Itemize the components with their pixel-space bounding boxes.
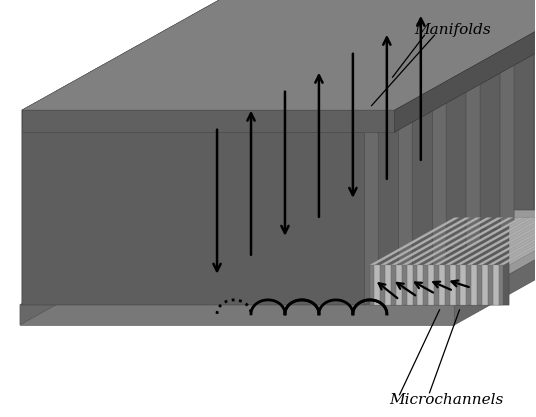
Polygon shape: [493, 265, 498, 305]
Polygon shape: [445, 265, 450, 305]
Polygon shape: [471, 265, 477, 305]
Polygon shape: [22, 110, 364, 305]
Polygon shape: [423, 218, 513, 265]
Polygon shape: [370, 265, 375, 305]
Polygon shape: [456, 218, 536, 265]
Polygon shape: [434, 218, 524, 265]
Polygon shape: [20, 305, 455, 325]
Polygon shape: [226, 0, 536, 191]
Text: Microchannels: Microchannels: [390, 393, 504, 407]
Polygon shape: [22, 0, 362, 305]
Polygon shape: [413, 218, 502, 265]
Polygon shape: [22, 110, 394, 132]
FancyArrowPatch shape: [417, 18, 425, 160]
FancyArrowPatch shape: [248, 113, 255, 255]
Polygon shape: [482, 265, 488, 305]
Polygon shape: [445, 218, 534, 265]
Polygon shape: [364, 103, 378, 305]
Polygon shape: [20, 96, 536, 305]
Polygon shape: [22, 0, 536, 110]
Polygon shape: [273, 0, 536, 164]
FancyArrowPatch shape: [451, 281, 469, 287]
Polygon shape: [205, 8, 536, 202]
Polygon shape: [192, 15, 534, 210]
Polygon shape: [22, 103, 378, 110]
Polygon shape: [439, 265, 445, 305]
Polygon shape: [20, 96, 393, 325]
Polygon shape: [498, 265, 503, 305]
Polygon shape: [455, 96, 536, 325]
Text: Manifolds: Manifolds: [414, 23, 492, 37]
Polygon shape: [370, 265, 509, 305]
Polygon shape: [402, 218, 492, 265]
Polygon shape: [466, 265, 471, 305]
Polygon shape: [456, 265, 460, 305]
Polygon shape: [240, 0, 536, 183]
Polygon shape: [364, 132, 509, 305]
FancyArrowPatch shape: [213, 130, 221, 271]
Polygon shape: [192, 8, 536, 15]
Polygon shape: [498, 218, 536, 265]
Polygon shape: [307, 0, 536, 146]
Polygon shape: [385, 265, 391, 305]
Polygon shape: [172, 27, 514, 221]
Polygon shape: [402, 265, 407, 305]
Polygon shape: [294, 0, 536, 153]
Polygon shape: [391, 265, 396, 305]
Polygon shape: [501, 27, 514, 229]
Polygon shape: [375, 265, 381, 305]
Polygon shape: [327, 0, 536, 134]
Polygon shape: [423, 265, 428, 305]
Polygon shape: [158, 34, 501, 229]
Polygon shape: [260, 0, 536, 172]
Polygon shape: [428, 265, 434, 305]
Polygon shape: [70, 83, 412, 278]
Polygon shape: [370, 218, 459, 265]
Polygon shape: [103, 65, 446, 259]
FancyArrowPatch shape: [415, 282, 433, 293]
Polygon shape: [450, 265, 456, 305]
FancyArrowPatch shape: [315, 75, 323, 217]
Polygon shape: [466, 218, 536, 265]
Polygon shape: [90, 72, 433, 267]
Polygon shape: [413, 265, 418, 305]
Polygon shape: [381, 218, 470, 265]
Polygon shape: [370, 218, 536, 265]
Polygon shape: [433, 65, 446, 267]
Polygon shape: [399, 83, 412, 286]
Polygon shape: [124, 45, 480, 53]
Polygon shape: [488, 218, 536, 265]
Polygon shape: [466, 45, 480, 248]
Polygon shape: [381, 265, 385, 305]
Polygon shape: [396, 265, 402, 305]
FancyArrowPatch shape: [433, 282, 451, 290]
FancyArrowPatch shape: [383, 38, 390, 179]
FancyArrowPatch shape: [281, 92, 288, 233]
Polygon shape: [124, 53, 466, 248]
Polygon shape: [534, 8, 536, 210]
Polygon shape: [394, 0, 536, 132]
FancyArrowPatch shape: [378, 283, 397, 298]
Polygon shape: [418, 265, 423, 305]
Polygon shape: [460, 265, 466, 305]
Polygon shape: [488, 265, 493, 305]
Polygon shape: [477, 218, 536, 265]
Polygon shape: [391, 218, 481, 265]
FancyArrowPatch shape: [349, 54, 356, 195]
Polygon shape: [407, 265, 413, 305]
Polygon shape: [158, 27, 514, 34]
Polygon shape: [56, 83, 412, 91]
Polygon shape: [341, 0, 536, 126]
Polygon shape: [434, 265, 439, 305]
Polygon shape: [90, 65, 446, 72]
Polygon shape: [137, 45, 480, 240]
FancyArrowPatch shape: [397, 283, 415, 295]
Polygon shape: [477, 265, 482, 305]
Polygon shape: [56, 91, 399, 286]
